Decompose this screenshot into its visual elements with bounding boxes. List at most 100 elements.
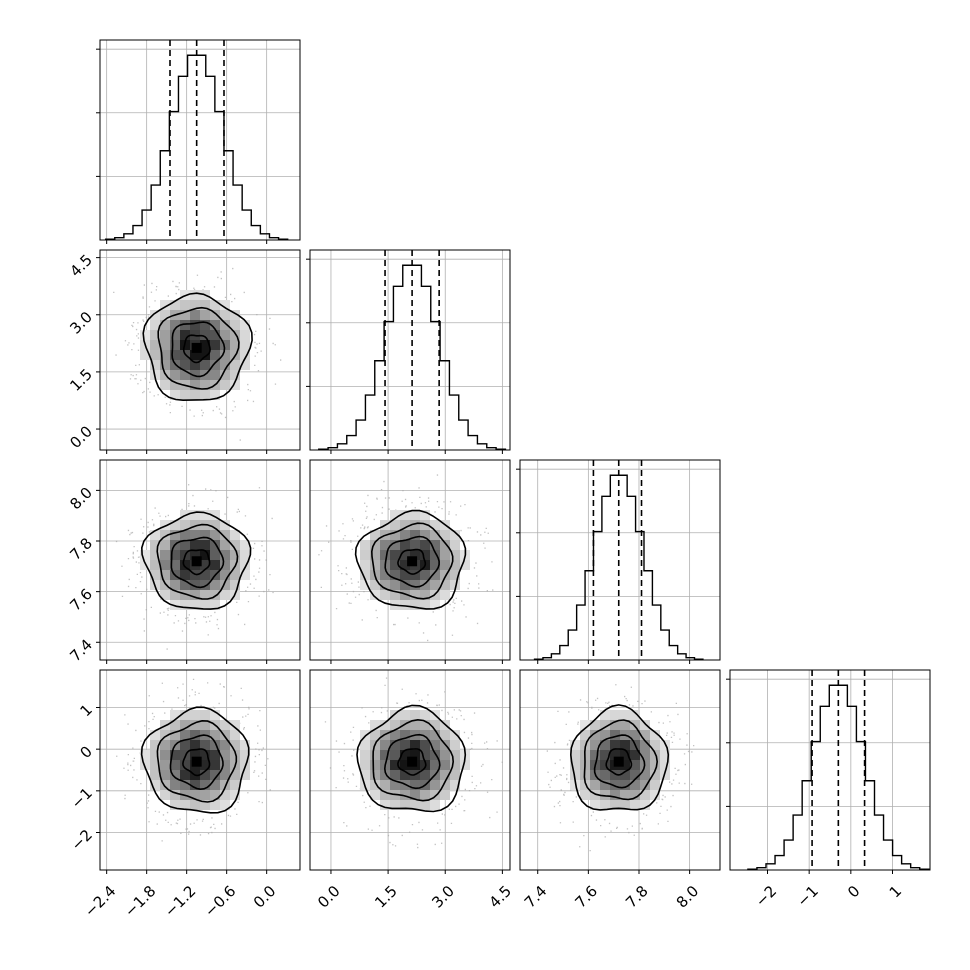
density-peak — [191, 756, 202, 767]
density-cell — [370, 780, 380, 790]
density-cell — [160, 770, 170, 780]
density-cell — [180, 720, 190, 730]
density-cell — [190, 320, 200, 330]
density-cell — [220, 310, 230, 320]
density-cell — [210, 760, 220, 770]
density-cell — [650, 740, 660, 750]
density-cell — [400, 740, 410, 750]
density-cell — [370, 580, 380, 590]
density-cell — [410, 750, 420, 760]
density-cell — [170, 390, 180, 400]
density-cell — [160, 380, 170, 390]
density-cell — [630, 760, 640, 770]
density-cell — [200, 340, 210, 350]
density-cell — [210, 560, 220, 570]
density-cell — [200, 320, 210, 330]
tick-label-x: 1.5 — [371, 882, 401, 912]
density-cell — [410, 510, 420, 520]
density-cell — [160, 590, 170, 600]
density-cell — [240, 750, 250, 760]
density-cell — [610, 800, 620, 810]
density-cell — [180, 800, 190, 810]
density-cell — [380, 540, 390, 550]
density-cell — [220, 320, 230, 330]
density-cell — [160, 730, 170, 740]
density-cell — [170, 590, 180, 600]
density-cell — [150, 540, 160, 550]
panel-frame — [99, 669, 301, 871]
density-cell — [220, 760, 230, 770]
density-cell — [210, 300, 220, 310]
density-cell — [200, 300, 210, 310]
density-cell — [210, 520, 220, 530]
density-cell — [370, 560, 380, 570]
density-cell — [410, 720, 420, 730]
scatter-panel-1-0: 0.0 1.5 3.0 4.5 — [66, 249, 301, 454]
density-cell — [630, 780, 640, 790]
density-cell — [230, 530, 240, 540]
density-cell — [210, 590, 220, 600]
tick-label-y: 4.5 — [66, 251, 96, 281]
density-cell — [140, 750, 150, 760]
density-cell — [400, 540, 410, 550]
density-cell — [180, 730, 190, 740]
density-cell — [420, 540, 430, 550]
contour-1 — [169, 734, 224, 791]
density-cell — [200, 510, 210, 520]
density-cell — [430, 750, 440, 760]
density-cell — [180, 360, 190, 370]
hist-panel-3: −2 −1 0 1 — [726, 669, 931, 910]
density-cell — [230, 320, 240, 330]
density-cell — [600, 790, 610, 800]
density-cell — [430, 800, 440, 810]
density-cell — [400, 590, 410, 600]
density-cell — [150, 320, 160, 330]
density-cell — [190, 780, 200, 790]
panel-frame — [729, 669, 931, 871]
density-cell — [590, 730, 600, 740]
density-cell — [220, 340, 230, 350]
density-area — [520, 670, 720, 870]
density-cell — [450, 730, 460, 740]
density-cell — [640, 780, 650, 790]
density-cell — [210, 740, 220, 750]
density-cell — [220, 530, 230, 540]
density-cell — [400, 750, 410, 760]
density-cell — [150, 550, 160, 560]
contour-0 — [397, 748, 427, 776]
density-cell — [240, 330, 250, 340]
density-cell — [420, 600, 430, 610]
density-cell — [660, 760, 670, 770]
panel-frame — [99, 459, 301, 661]
density-cell — [160, 550, 170, 560]
density-cell — [190, 600, 200, 610]
density-cell — [200, 310, 210, 320]
density-cell — [440, 750, 450, 760]
density-cell — [210, 750, 220, 760]
density-cell — [440, 580, 450, 590]
density-cell — [140, 560, 150, 570]
density-cell — [400, 710, 410, 720]
density-cell — [150, 770, 160, 780]
hist-panel-2 — [516, 459, 721, 664]
density-cell — [650, 780, 660, 790]
density-cell — [600, 720, 610, 730]
density-cell — [390, 750, 400, 760]
density-cell — [180, 750, 190, 760]
contour-2 — [370, 522, 454, 600]
density-cell — [210, 330, 220, 340]
density-cell — [230, 740, 240, 750]
density-cell — [200, 720, 210, 730]
density-cell — [200, 600, 210, 610]
hist-panel-0 — [96, 39, 301, 244]
density-cell — [440, 530, 450, 540]
density-cell — [640, 720, 650, 730]
density-cell — [390, 510, 400, 520]
density-cell — [360, 560, 370, 570]
density-cell — [240, 340, 250, 350]
density-cell — [240, 540, 250, 550]
density-cell — [600, 800, 610, 810]
density-cell — [620, 720, 630, 730]
contour-1 — [383, 733, 441, 790]
